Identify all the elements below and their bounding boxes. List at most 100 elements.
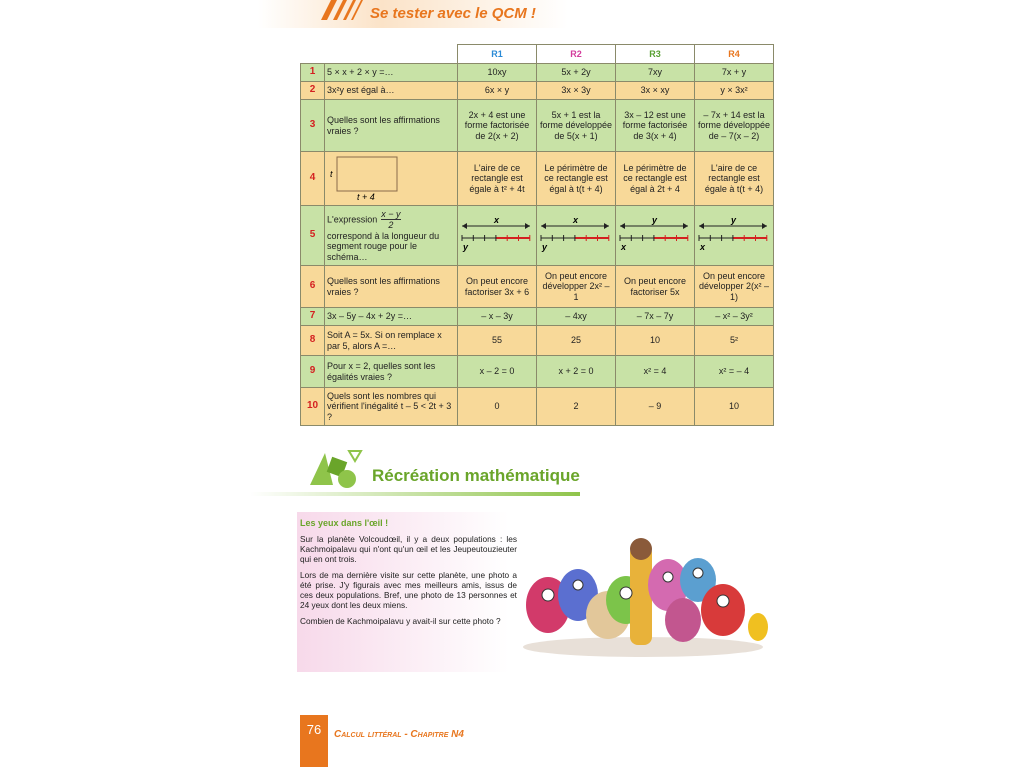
question-text: 3x – 5y – 4x + 2y =… (324, 307, 458, 326)
header-band (258, 0, 568, 28)
answer-text: 3x × 3y (536, 81, 616, 100)
numerator: x − y (381, 208, 401, 221)
recreation-title: Récréation mathématique (372, 466, 580, 485)
answer-text: – 9 (615, 387, 695, 426)
answer-text: 10 (615, 325, 695, 356)
answer-text: Le périmètre de ce rectangle est égal à … (536, 151, 616, 206)
question-text: Quels sont les nombres qui vérifient l'i… (324, 387, 458, 426)
answer-text: 5² (694, 325, 774, 356)
question-number: 7 (300, 307, 325, 326)
answer-text: 7xy (615, 63, 695, 82)
answer-text: 10xy (457, 63, 537, 82)
question-text: correspond à la longueur du segment roug… (327, 230, 440, 262)
question-text: 5 × x + 2 × y =… (324, 63, 458, 82)
base-label: t + 4 (357, 192, 375, 201)
puzzle-subtitle: Les yeux dans l'œil ! (300, 518, 389, 528)
answer-text: 55 (457, 325, 537, 356)
answer-text: 5x + 2y (536, 63, 616, 82)
question-row: 8 Soit A = 5x. Si on remplace x par 5, al… (300, 325, 774, 356)
puzzle-text: Lors de ma dernière visite sur cette pla… (300, 570, 517, 610)
page-number: 76 (306, 722, 322, 737)
header-title: Se tester avec le QCM ! (370, 5, 536, 22)
answer-text: – x – 3y (457, 307, 537, 326)
rectangle-figure: t t + 4 (330, 156, 398, 202)
answer-text: – x² – 3y² (694, 307, 774, 326)
question-text: Pour x = 2, quelles sont les égalités vr… (324, 355, 458, 388)
answer-text: y × 3x² (694, 81, 774, 100)
answer-text: On peut encore factoriser 5x (615, 265, 695, 308)
answer-text: x + 2 = 0 (536, 355, 616, 388)
answer-text: 5x + 1 est la forme développée de 5(x + … (536, 99, 616, 152)
blank-cell (300, 44, 325, 64)
question-cell: L'expression x − y 2 correspond à la longue… (324, 205, 458, 266)
answer-header: R3 (615, 44, 695, 64)
answer-text: – 7x – 7y (615, 307, 695, 326)
question-number: 2 (300, 81, 325, 100)
top-label: x (572, 215, 579, 225)
cartoon-illustration (523, 538, 768, 657)
segment-figure: yx (619, 215, 689, 252)
answer-text: 3x – 12 est une forme factorisée de 3(x … (615, 99, 695, 152)
question-number: 4 (300, 151, 325, 206)
answer-text: L'aire de ce rectangle est égale à t(t +… (694, 151, 774, 206)
answer-text: 7x + y (694, 63, 774, 82)
answer-text: x – 2 = 0 (457, 355, 537, 388)
answer-text: 3x × xy (615, 81, 695, 100)
segment-figure: yx (698, 215, 768, 252)
answer-text: Le périmètre de ce rectangle est égal à … (615, 151, 695, 206)
top-label: y (651, 215, 658, 225)
answer-header: R1 (457, 44, 537, 64)
qcm-table: R1 R2 R3 R4 1 5 × x + 2 × y =… 10xy 5x + 2y 7xy 7… (300, 44, 774, 426)
side-label: t (330, 169, 333, 179)
question-text: 3x²y est égal à… (324, 81, 458, 100)
answer-text: On peut encore développer 2x² – 1 (536, 265, 616, 308)
question-text: Soit A = 5x. Si on remplace x par 5, alo… (324, 325, 458, 356)
question-number: 6 (300, 265, 325, 308)
recreation-icon (310, 450, 363, 488)
bottom-label: y (541, 242, 548, 252)
question-cell: t t + 4 (324, 151, 458, 206)
header-stripes (321, 0, 363, 20)
answer-text: – 4xy (536, 307, 616, 326)
question-row: 9 Pour x = 2, quelles sont les égalités v… (300, 355, 774, 388)
answer-text: 6x × y (457, 81, 537, 100)
question-number: 9 (300, 355, 325, 388)
puzzle-text: Sur la planète Volcoudœil, il y a deux p… (300, 534, 517, 564)
denominator: 2 (388, 220, 394, 231)
segment-figure: xy (540, 215, 610, 252)
top-label: y (730, 215, 737, 225)
question-row: 10 Quels sont les nombres qui vérifient l… (300, 387, 774, 426)
answer-text: 0 (457, 387, 537, 426)
answer-header: R2 (536, 44, 616, 64)
question-row: 3 Quelles sont les affirmations vraies ? 2… (300, 99, 774, 152)
puzzle-text: Combien de Kachmoipalavu y avait-il sur … (300, 616, 501, 626)
recreation-rule (250, 492, 580, 496)
question-row: 7 3x – 5y – 4x + 2y =… – x – 3y – 4xy – 7x –… (300, 307, 774, 326)
question-row: 5 L'expression x − y 2 correspond à la longu… (300, 205, 774, 266)
answer-text: 2x + 4 est une forme factorisée de 2(x +… (457, 99, 537, 152)
answer-text: 25 (536, 325, 616, 356)
answer-text: 10 (694, 387, 774, 426)
header-row: R1 R2 R3 R4 (300, 44, 774, 64)
question-number: 3 (300, 99, 325, 152)
answer-text: x² = 4 (615, 355, 695, 388)
question-text: L'expression (327, 214, 378, 225)
bottom-label: x (620, 242, 627, 252)
question-number: 5 (300, 205, 325, 266)
question-number: 10 (300, 387, 325, 426)
answer-header: R4 (694, 44, 774, 64)
bottom-label: x (699, 242, 706, 252)
answer-text: On peut encore factoriser 3x + 6 (457, 265, 537, 308)
segment-figure: xy (461, 215, 531, 252)
question-number: 1 (300, 63, 325, 82)
footer-band (300, 715, 328, 767)
answer-text: 2 (536, 387, 616, 426)
top-label: x (493, 215, 500, 225)
answer-text: x² = – 4 (694, 355, 774, 388)
chapter-title: Calcul littéral - Chapitre N4 (334, 729, 464, 740)
blank-cell (324, 44, 458, 64)
